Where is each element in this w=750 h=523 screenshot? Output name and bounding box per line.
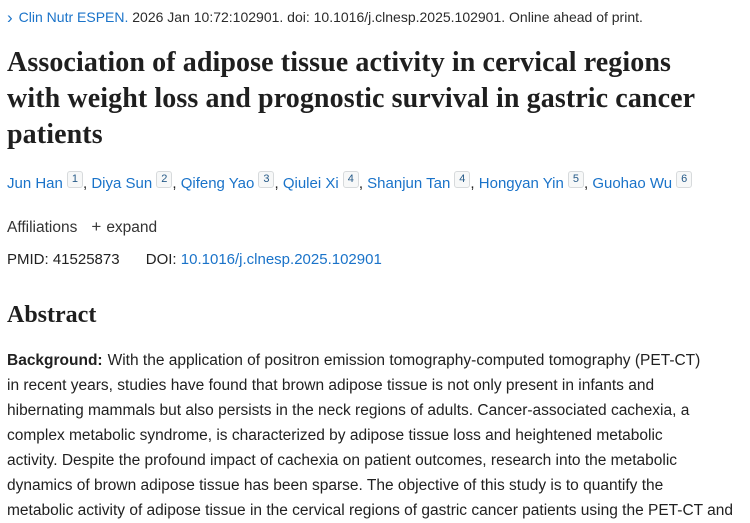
journal-chevron-icon[interactable]: › bbox=[7, 8, 13, 27]
author-affiliation-sup[interactable]: 2 bbox=[156, 171, 173, 188]
abstract-heading: Abstract bbox=[7, 302, 97, 328]
journal-link[interactable]: Clin Nutr ESPEN. bbox=[18, 9, 129, 25]
author-item: Guohao Wu6 bbox=[584, 171, 693, 192]
author-affiliation-sup[interactable]: 6 bbox=[676, 171, 693, 188]
doi-label: DOI: bbox=[145, 251, 177, 268]
affiliations-label: Affiliations bbox=[7, 219, 78, 236]
authors-list: Jun Han1Diya Sun2Qifeng Yao3Qiulei Xi4Sh… bbox=[7, 171, 737, 195]
expand-label: expand bbox=[106, 219, 158, 236]
abstract-line: in recent years, studies have found that… bbox=[7, 377, 655, 394]
abstract-line: metabolic activity of adipose tissue in … bbox=[7, 502, 733, 519]
background-label: Background: bbox=[7, 352, 103, 369]
plus-icon: + bbox=[91, 217, 102, 236]
author-link[interactable]: Shanjun Tan bbox=[367, 175, 451, 192]
author-affiliation-sup[interactable]: 3 bbox=[258, 171, 275, 188]
abstract-line: Background: With the application of posit… bbox=[7, 348, 750, 373]
citation-details: 2026 Jan 10:72:102901. doi: 10.1016/j.cl… bbox=[128, 9, 643, 25]
abstract-line: activity. Despite the profound impact of… bbox=[7, 452, 678, 469]
author-affiliation-sup[interactable]: 4 bbox=[454, 171, 471, 188]
citation-line: › Clin Nutr ESPEN. 2026 Jan 10:72:102901.… bbox=[7, 8, 750, 27]
author-item: Jun Han 1 bbox=[7, 171, 83, 192]
author-link[interactable]: Guohao Wu bbox=[592, 175, 673, 192]
author-link[interactable]: Qiulei Xi bbox=[282, 175, 339, 192]
author-link[interactable]: Hongyan Yin bbox=[478, 175, 564, 192]
abstract-line-text: With the application of positron emissio… bbox=[107, 352, 701, 369]
abstract-line: complex metabolic syndrome, is character… bbox=[7, 427, 663, 444]
article-title: Association of adipose tissue activity i… bbox=[7, 47, 695, 150]
abstract-text: Background: With the application of posit… bbox=[7, 348, 750, 523]
abstract-line: hibernating mammals but also persists in… bbox=[7, 402, 690, 419]
author-affiliation-sup[interactable]: 4 bbox=[342, 171, 359, 188]
doi-link[interactable]: 10.1016/j.clnesp.2025.102901 bbox=[180, 251, 382, 268]
author-link[interactable]: Diya Sun bbox=[91, 175, 153, 192]
author-link[interactable]: Qifeng Yao bbox=[180, 175, 255, 192]
identifiers-row: PMID: 41525873 DOI: 10.1016/j.clnesp.202… bbox=[7, 250, 750, 270]
pmid-value: 41525873 bbox=[52, 251, 120, 268]
author-link[interactable]: Jun Han bbox=[7, 175, 63, 192]
expand-affiliations-button[interactable]: + expand bbox=[91, 217, 157, 237]
affiliations-row: Affiliations + expand bbox=[7, 217, 750, 238]
author-item: Qiulei Xi4 bbox=[274, 171, 359, 192]
author-affiliation-sup[interactable]: 1 bbox=[66, 171, 83, 188]
abstract-line: dynamics of brown adipose tissue has bee… bbox=[7, 477, 664, 494]
pmid-label: PMID: bbox=[7, 251, 49, 268]
author-affiliation-sup[interactable]: 5 bbox=[567, 171, 584, 188]
